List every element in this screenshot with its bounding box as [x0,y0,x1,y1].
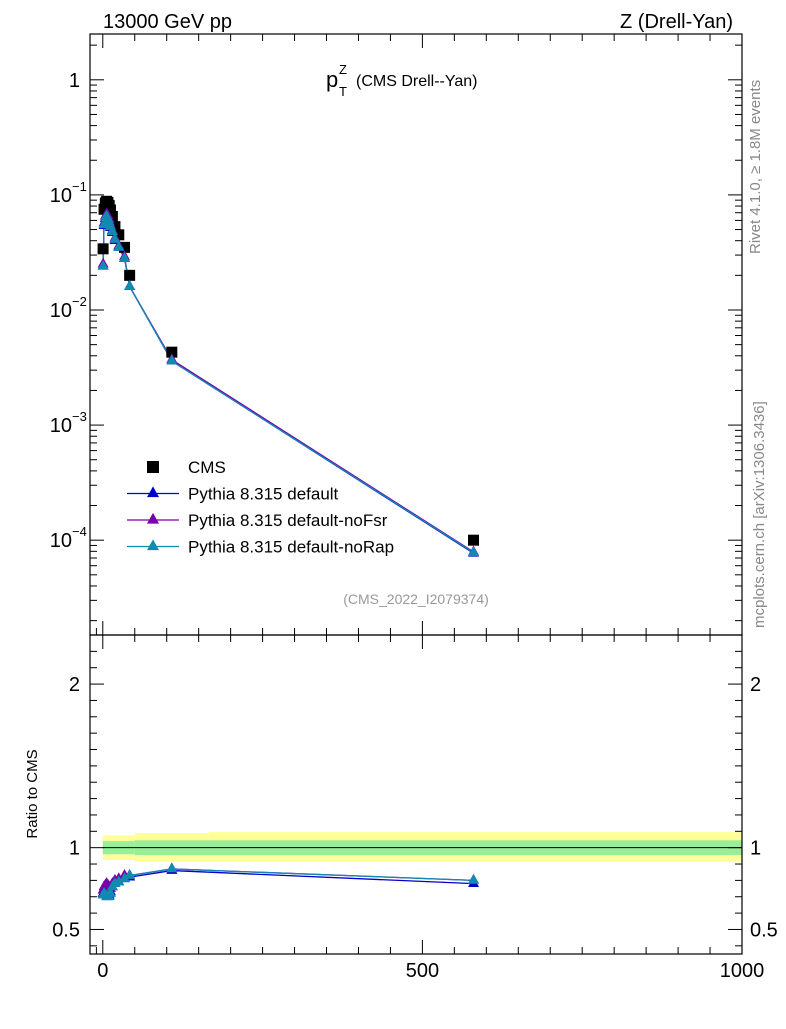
legend-label: Pythia 8.315 default-noRap [188,538,394,557]
series-point [468,546,480,556]
data-point [119,241,131,253]
ratio-tick-label: 2 [69,674,80,696]
ratio-panel: 0.5 0.5 1 1 2 2 Ratio to CMS [24,634,778,955]
ratio-tick-label: 0.5 [52,919,80,941]
y-tick-label-exp: −2 [72,294,87,309]
legend-marker [147,512,159,524]
plot-title-sub: T [339,84,347,99]
ratio-tick-label-right: 1 [750,838,761,860]
series-point [124,279,136,290]
plot-title-sup: Z [339,62,347,77]
energy-label: 13000 GeV pp [103,11,232,33]
ratio-point [166,862,178,873]
y-tick-label-base: 10 [50,185,72,207]
series-point [98,218,110,229]
legend-label: Pythia 8.315 default-noFsr [188,511,388,530]
legend-label: Pythia 8.315 default [188,485,339,504]
data-point [166,346,178,358]
source-label: mcplots.cern.ch [arXiv:1306.3436] [751,401,768,628]
ratio-point [119,872,131,883]
y-tick-label-exp: −1 [72,179,87,194]
plot-title-var: p [326,67,338,92]
main-panel: 110−110−210−310−4 p Z T (CMS Drell--Yan)… [50,33,743,636]
ratio-frame [89,634,743,955]
process-label: Z (Drell-Yan) [620,11,733,33]
analysis-watermark: (CMS_2022_I2079374) [343,591,489,607]
ratio-point [104,886,116,897]
y-tick-label-exp: −3 [72,409,87,424]
legend-marker-data [147,461,159,473]
y-tick-label-exp: −4 [72,524,87,539]
series-point [113,240,125,251]
legend-marker [147,486,159,498]
ratio-point [468,873,480,884]
series-point [166,354,178,365]
x-tick-label: 1000 [720,960,765,982]
data-point [104,204,116,216]
y-tick-label-base: 10 [50,415,72,437]
x-tick-label: 0 [97,960,108,982]
series-point [109,232,121,243]
data-point [468,534,480,546]
data-point [106,210,118,222]
y-tick-label-base: 10 [50,530,72,552]
ratio-tick-label-right: 2 [750,674,761,696]
series-point [97,259,109,270]
rivet-label: Rivet 4.1.0, ≥ 1.8M events [747,80,764,254]
y-tick-label: 1 [69,70,80,92]
data-point [124,269,136,281]
ratio-tick-label: 1 [69,838,80,860]
series-point [119,251,131,262]
ratio-ylabel: Ratio to CMS [24,749,41,838]
ratio-point [124,868,136,879]
data-point [97,243,109,255]
legend-marker [147,539,159,551]
ratio-series-line [102,869,474,896]
plot-title-rest: (CMS Drell--Yan) [356,73,477,90]
x-tick-label: 500 [406,960,439,982]
data-point [113,229,125,241]
series-point [106,225,118,235]
ratio-point [113,875,125,886]
legend-label: CMS [188,458,226,477]
y-tick-label-base: 10 [50,300,72,322]
ratio-tick-label-right: 0.5 [750,919,778,941]
legend: CMS Pythia 8.315 default Pythia 8.315 defa… [127,458,394,557]
